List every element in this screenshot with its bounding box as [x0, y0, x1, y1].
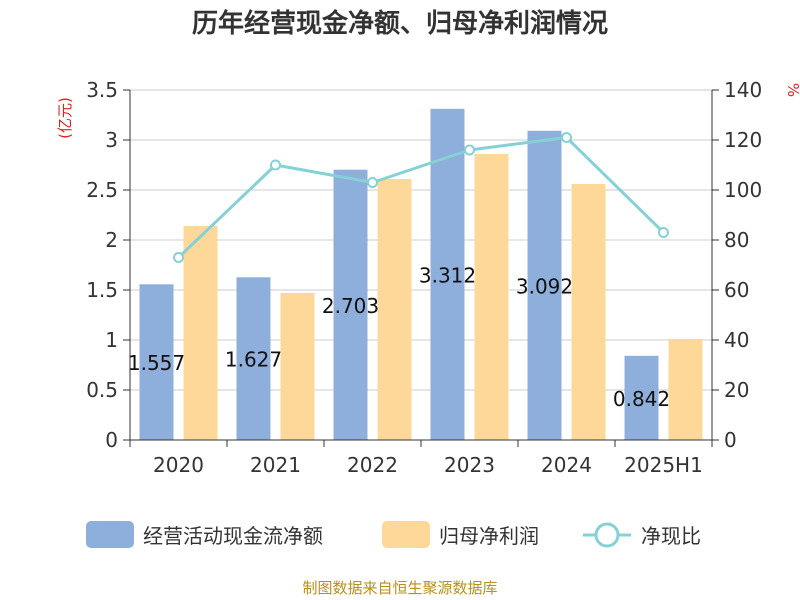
left-axis-unit: (亿元) [56, 97, 74, 139]
ratio-point [173, 252, 184, 263]
left-tick-label: 2.5 [86, 178, 118, 202]
right-tick-label: 100 [724, 178, 762, 202]
right-tick-label: 20 [724, 378, 749, 402]
legend-label-ratio: 净现比 [641, 524, 701, 548]
ratio-point [561, 132, 572, 143]
legend-swatch-cashflow [86, 521, 134, 548]
gridlines [130, 89, 712, 391]
legend: 经营活动现金流净额 归母净利润 净现比 [86, 521, 701, 548]
bar-cashflow [624, 355, 659, 440]
ratio-point [464, 144, 475, 156]
data-label-cashflow: 0.842 [613, 387, 670, 411]
ratio-point [367, 177, 378, 188]
right-tick-label: 120 [724, 128, 762, 152]
chart-title: 历年经营现金净额、归母净利润情况 [192, 8, 608, 39]
bar-profit [668, 339, 703, 440]
legend-swatch-profit [382, 521, 430, 548]
right-tick-label: 60 [724, 278, 749, 302]
bar-profit [280, 293, 315, 440]
left-tick-label: 0 [105, 428, 118, 452]
x-tick-label: 2020 [153, 453, 204, 477]
x-tick-label: 2025H1 [624, 453, 703, 477]
legend-marker-ratio [594, 522, 620, 548]
data-label-cashflow: 1.627 [225, 348, 282, 372]
ratio-point [658, 227, 669, 238]
x-tick-label: 2022 [347, 453, 398, 477]
bar-profit [377, 179, 412, 440]
source-note: 制图数据来自恒生聚源数据库 [302, 579, 497, 597]
axes: 0 0.5 1 1.5 2 2.5 3 3.5 0 20 40 60 80 100 120 140 2020 20… [86, 78, 762, 477]
x-tick-label: 2021 [250, 453, 301, 477]
right-tick-label: 0 [724, 428, 737, 452]
ratio-polyline [177, 136, 665, 259]
bar-profit [571, 184, 606, 440]
ratio-point [270, 159, 281, 171]
bar-cashflow [430, 108, 465, 441]
right-tick-label: 40 [724, 328, 749, 352]
data-label-cashflow: 2.703 [322, 294, 379, 318]
ratio-line [173, 132, 669, 263]
legend-label-cashflow: 经营活动现金流净额 [143, 524, 323, 548]
left-tick-label: 0.5 [86, 378, 118, 402]
bar-cashflow [139, 284, 174, 440]
bar-cashflow [333, 169, 368, 440]
data-labels: 1.557 1.627 2.703 3.312 3.092 0.842 [128, 263, 670, 411]
right-tick-label: 140 [724, 78, 762, 102]
left-tick-label: 3.5 [86, 78, 118, 102]
bar-profit [183, 226, 218, 440]
legend-label-profit: 归母净利润 [439, 524, 539, 548]
data-label-cashflow: 3.092 [516, 274, 573, 298]
right-axis-unit: % [784, 83, 800, 97]
data-label-cashflow: 1.557 [128, 351, 185, 375]
left-tick-label: 1 [105, 328, 118, 352]
bar-cashflow [527, 130, 562, 441]
x-tick-label: 2023 [444, 453, 495, 477]
bar-cashflow [236, 277, 271, 440]
x-tick-label: 2024 [541, 453, 592, 477]
bars [139, 108, 703, 441]
left-tick-label: 2 [105, 228, 118, 252]
right-tick-label: 80 [724, 228, 749, 252]
data-label-cashflow: 3.312 [419, 263, 476, 287]
left-tick-label: 3 [105, 128, 118, 152]
left-tick-label: 1.5 [86, 278, 118, 302]
bar-profit [474, 154, 509, 440]
